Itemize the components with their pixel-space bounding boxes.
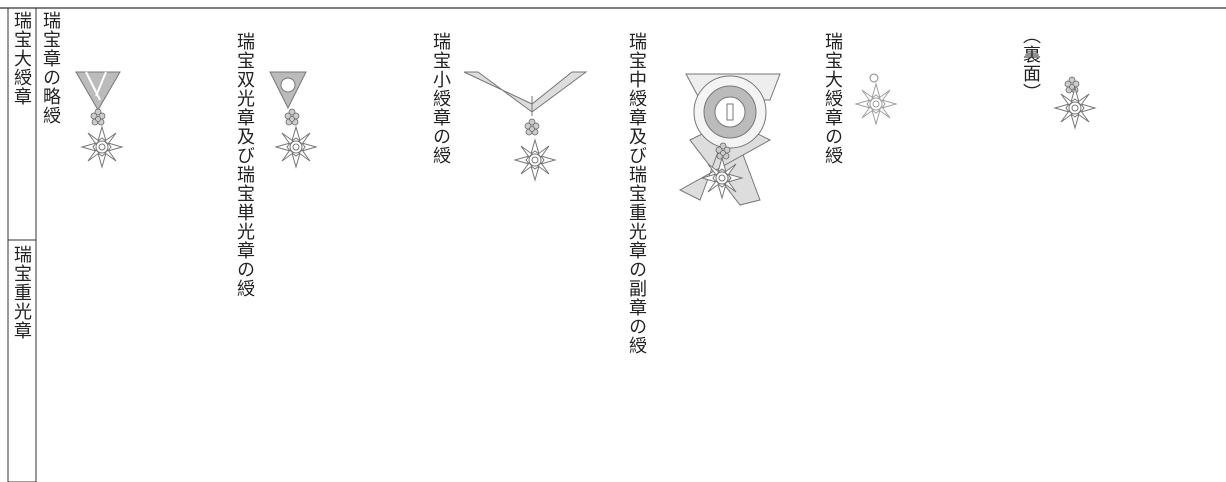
item-label: 瑞宝大綬章の綬	[822, 32, 843, 165]
medal-2	[269, 71, 317, 168]
side-label: 瑞宝大綬章	[11, 11, 32, 106]
side-label: 瑞宝重光章	[11, 245, 32, 340]
item-label: 瑞宝小綬章の綬	[430, 32, 451, 165]
item-label: 瑞宝中綬章及び瑞宝重光章の副章の綬	[626, 32, 647, 355]
medal-6	[1054, 76, 1096, 129]
side-box	[7, 7, 37, 482]
medal-3	[463, 71, 588, 181]
item-label: （裏面）	[1020, 26, 1041, 102]
medal-5	[855, 73, 897, 125]
item-label: 瑞宝章の略綬	[40, 11, 61, 125]
item-label: 瑞宝双光章及び瑞宝単光章の綬	[234, 32, 255, 298]
medal-1	[75, 71, 123, 168]
medal-4	[678, 73, 781, 206]
